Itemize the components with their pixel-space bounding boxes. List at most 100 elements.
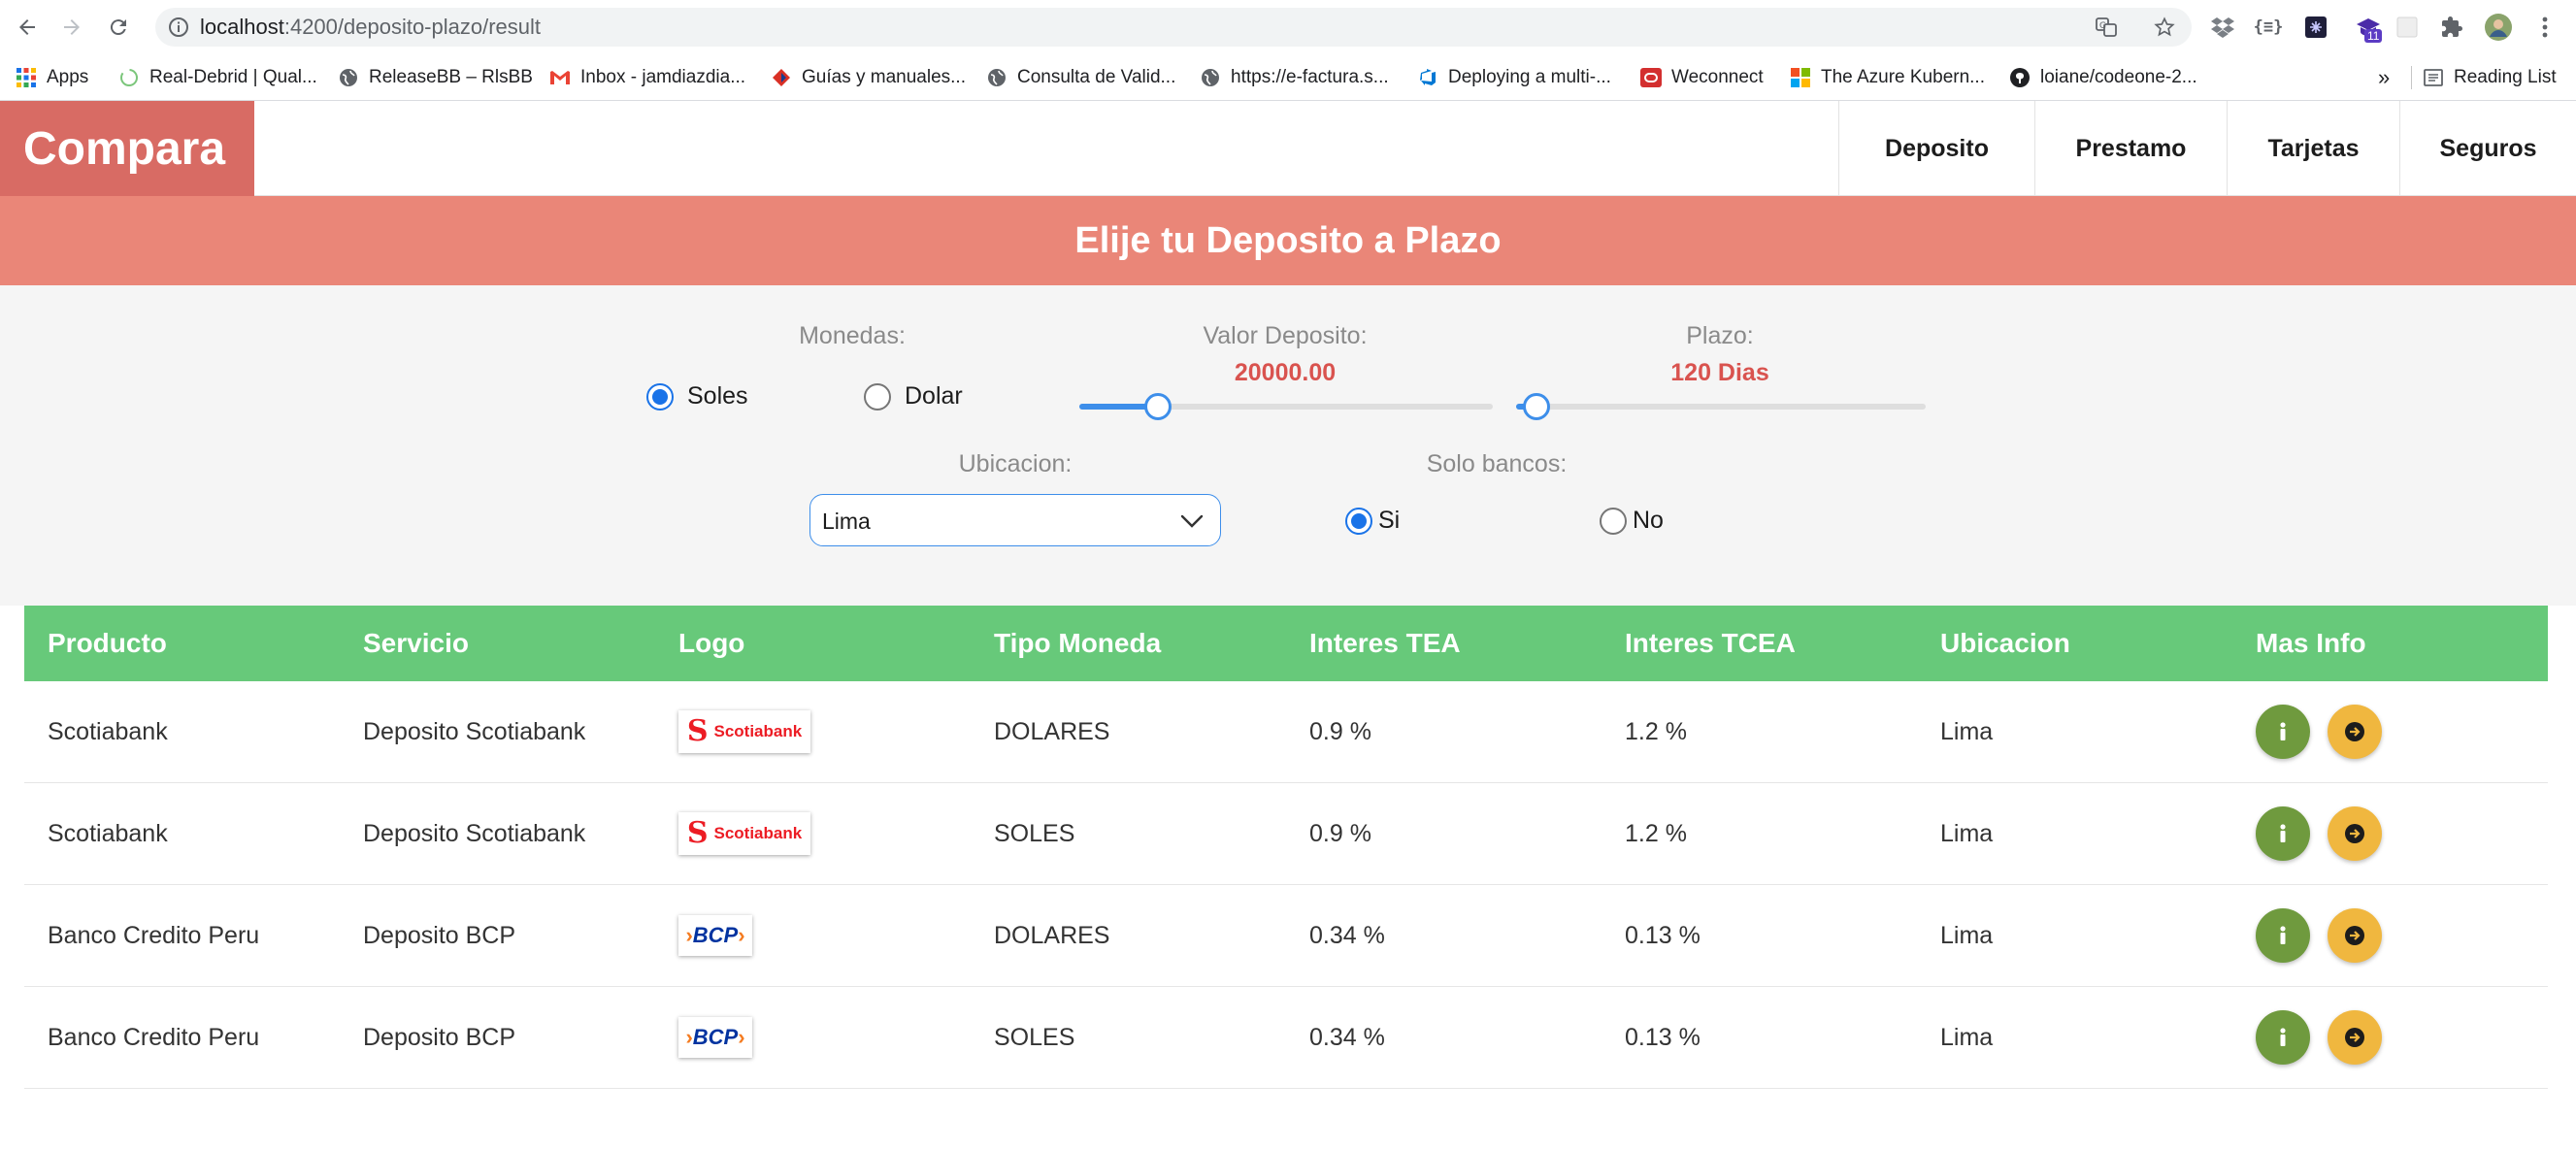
bookmark-efactura[interactable]: https://e-factura.s... [1200, 54, 1389, 101]
info-icon [2280, 926, 2286, 944]
ubicacion-select[interactable]: Lima [809, 494, 1221, 546]
bookmark-guias[interactable]: Guías y manuales... [771, 54, 966, 101]
arrow-circle-right-icon [2345, 926, 2364, 945]
bookmark-consulta[interactable]: Consulta de Valid... [986, 54, 1175, 101]
profile-avatar[interactable] [2485, 14, 2512, 41]
bookmark-releasebb[interactable]: ReleaseBB – RlsBB [338, 54, 533, 101]
reading-list[interactable]: Reading List [2423, 54, 2557, 101]
bookmark-weconnect[interactable]: Weconnect [1640, 54, 1764, 101]
arrow-circle-right-icon [2345, 824, 2364, 843]
solo-bancos-label: Solo bancos: [1426, 450, 1568, 477]
moneda-soles-radio[interactable]: Soles [646, 382, 748, 411]
details-button[interactable] [2328, 1010, 2382, 1065]
plazo-slider[interactable] [1516, 392, 1926, 421]
details-button[interactable] [2328, 908, 2382, 963]
reading-list-icon [2423, 67, 2444, 88]
scotiabank-logo: S Scotiabank [678, 812, 810, 855]
extensions-puzzle-icon[interactable] [2438, 14, 2465, 41]
bookmark-star-icon[interactable] [2153, 16, 2176, 39]
cell-mas-info [2232, 705, 2548, 759]
cell-interes-tcea: 0.13 % [1625, 921, 1701, 949]
apps-grid-icon [16, 67, 37, 88]
bookmark-deploying[interactable]: Deploying a multi-... [1417, 54, 1611, 101]
blank-extension-icon[interactable] [2394, 14, 2421, 41]
cell-tipo-moneda: DOLARES [994, 921, 1110, 949]
monedas-label: Monedas: [799, 322, 906, 349]
plazo-value: 120 Dias [1670, 359, 1769, 386]
globe-icon [986, 67, 1007, 88]
bookmark-inbox[interactable]: Inbox - jamdiazdia... [549, 54, 745, 101]
solo-bancos-si-radio[interactable]: Si [1345, 507, 1400, 535]
valor-deposito-slider[interactable] [1079, 392, 1493, 421]
bookmark-github[interactable]: loiane/codeone-2... [2009, 54, 2197, 101]
cell-tipo-moneda: DOLARES [994, 717, 1110, 745]
filters-panel: Monedas: Soles Dolar Valor Deposito: 200… [0, 285, 2576, 606]
valor-deposito-value: 20000.00 [1234, 359, 1337, 386]
bookmark-real-debrid[interactable]: Real-Debrid | Qual... [118, 54, 317, 101]
json-viewer-icon[interactable]: {≡} [2253, 17, 2284, 37]
info-button[interactable] [2256, 908, 2310, 963]
top-nav: Deposito Prestamo Tarjetas Seguros [1838, 101, 2576, 196]
translate-icon[interactable]: G [2095, 16, 2118, 39]
cell-servicio: Deposito BCP [363, 921, 516, 949]
page-title: Elije tu Deposito a Plazo [1074, 219, 1502, 261]
cell-mas-info [2232, 1010, 2548, 1065]
arrow-circle-right-icon [2345, 722, 2364, 741]
cell-producto: Scotiabank [48, 819, 168, 847]
globe-icon [1200, 67, 1221, 88]
scotiabank-logo: S Scotiabank [678, 710, 810, 753]
info-button[interactable] [2256, 806, 2310, 861]
cell-logo: S Scotiabank [655, 812, 971, 855]
solo-bancos-no-radio[interactable]: No [1600, 507, 1664, 535]
address-bar[interactable]: localhost:4200/deposito-plazo/result G [155, 8, 2192, 47]
bookmark-azure-kubernetes[interactable]: The Azure Kubern... [1790, 54, 1985, 101]
details-button[interactable] [2328, 705, 2382, 759]
nav-deposito[interactable]: Deposito [1838, 101, 2034, 196]
slider-thumb[interactable] [1143, 393, 1172, 420]
details-button[interactable] [2328, 806, 2382, 861]
header-logo: Logo [678, 628, 745, 658]
cell-producto: Banco Credito Peru [48, 921, 260, 949]
microsoft-icon [1790, 67, 1811, 88]
azure-devops-icon [1417, 67, 1438, 88]
table-row: Scotiabank Deposito Scotiabank S Scotiaba… [24, 783, 2548, 885]
chevron-down-icon [1179, 509, 1205, 534]
dropbox-icon[interactable] [2209, 14, 2236, 41]
back-icon[interactable] [12, 12, 43, 43]
header-interes-tea: Interes TEA [1309, 628, 1461, 658]
nav-prestamo[interactable]: Prestamo [2034, 101, 2227, 196]
nav-tarjetas[interactable]: Tarjetas [2227, 101, 2399, 196]
extension-badge-icon[interactable]: 11 [2349, 14, 2388, 43]
diamond-icon [771, 67, 792, 88]
forward-icon[interactable] [56, 12, 87, 43]
cell-logo: › BCP › [655, 915, 971, 956]
extension-dark-icon[interactable] [2302, 14, 2329, 41]
reload-icon[interactable] [103, 12, 134, 43]
ubicacion-label: Ubicacion: [958, 450, 1073, 477]
moneda-dolar-radio[interactable]: Dolar [864, 382, 963, 411]
gmail-icon [549, 67, 571, 88]
info-icon [2280, 824, 2286, 842]
site-info-icon[interactable] [167, 16, 190, 39]
browser-menu-icon[interactable] [2531, 14, 2559, 41]
bookmarks-overflow-chevron[interactable]: » [2378, 65, 2391, 89]
bookmark-apps[interactable]: Apps [16, 54, 88, 101]
cell-producto: Banco Credito Peru [48, 1023, 260, 1051]
nav-seguros[interactable]: Seguros [2399, 101, 2576, 196]
brand-logo[interactable]: Compara [0, 101, 254, 196]
cell-servicio: Deposito Scotiabank [363, 717, 586, 745]
svg-text:G: G [2099, 21, 2106, 31]
info-button[interactable] [2256, 1010, 2310, 1065]
radio-unchecked-icon [864, 382, 891, 411]
bookmarks-bar: Apps Real-Debrid | Qual... ReleaseBB – R… [0, 54, 2576, 101]
table-row: Banco Credito Peru Deposito BCP › BCP › DO… [24, 885, 2548, 987]
cell-servicio: Deposito Scotiabank [363, 819, 586, 847]
cell-interes-tcea: 1.2 % [1625, 717, 1687, 745]
ubicacion-selected-value: Lima [822, 509, 871, 534]
info-button[interactable] [2256, 705, 2310, 759]
info-icon [2280, 1028, 2286, 1046]
slider-thumb[interactable] [1523, 393, 1551, 420]
cell-ubicacion: Lima [1940, 819, 1994, 847]
cell-interes-tea: 0.34 % [1309, 921, 1385, 949]
slider-track [1079, 404, 1493, 410]
